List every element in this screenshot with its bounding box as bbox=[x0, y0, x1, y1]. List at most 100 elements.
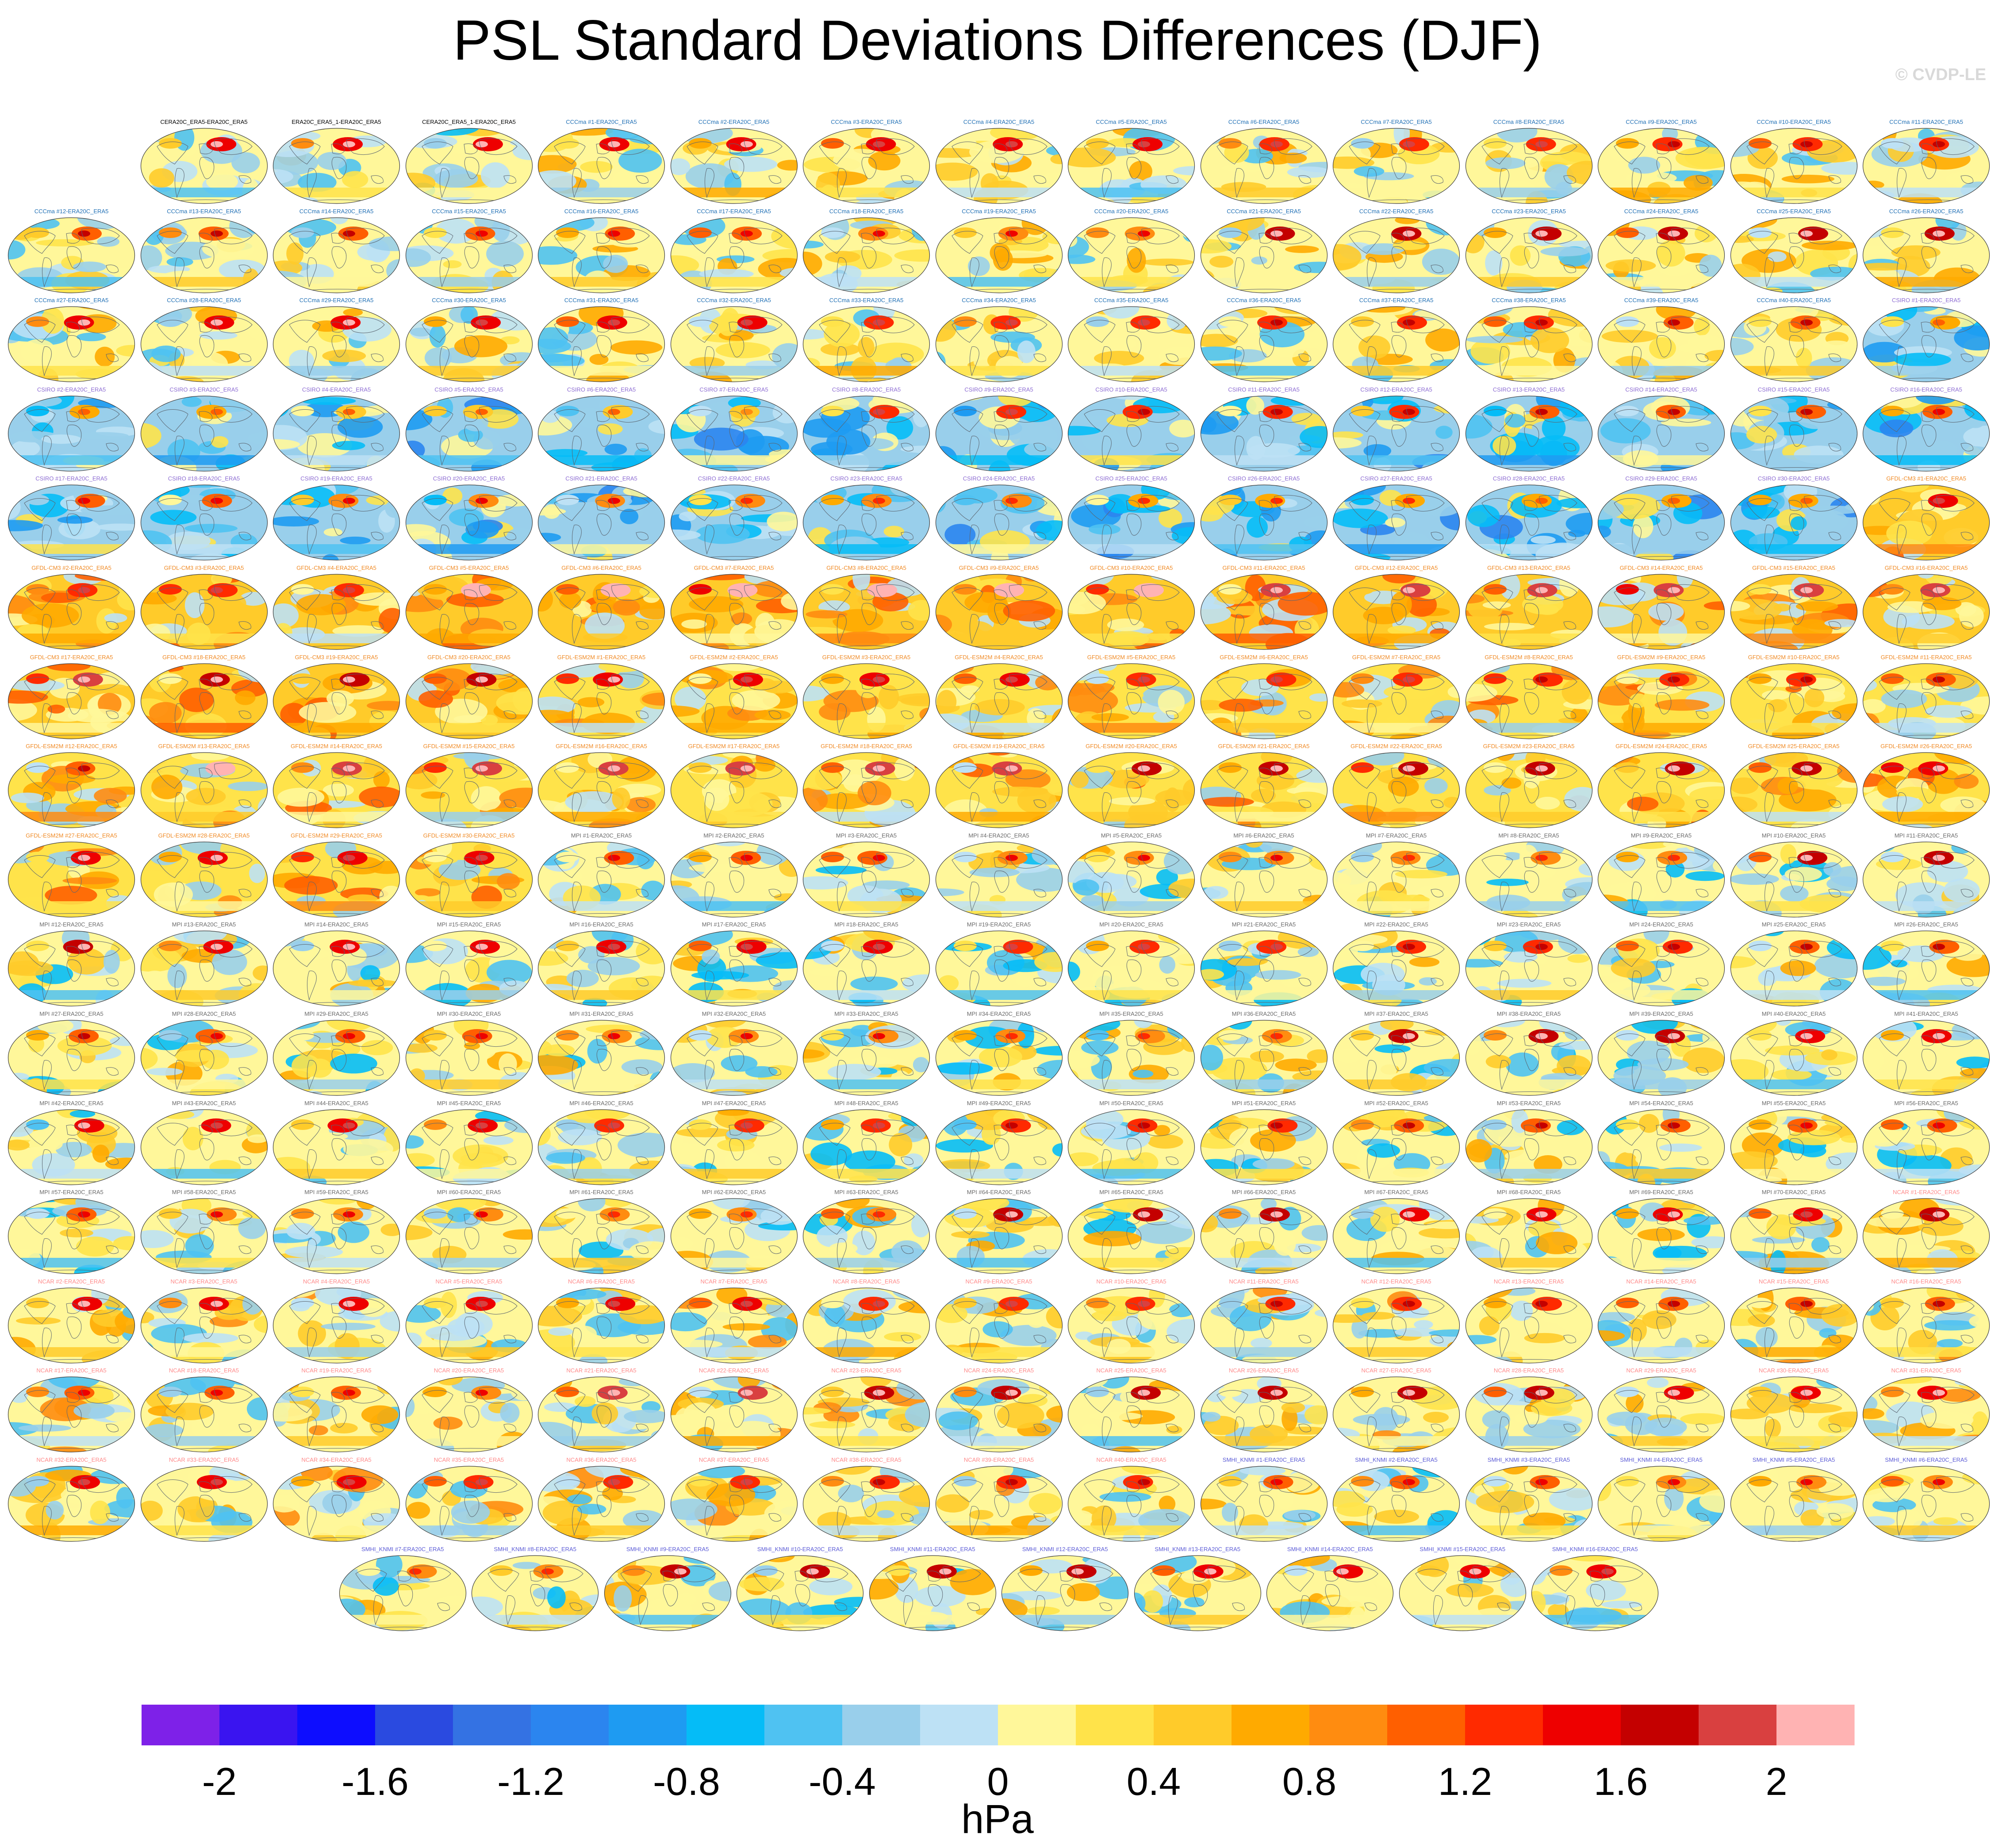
anomaly-patch bbox=[330, 217, 349, 224]
continent-outline bbox=[1366, 168, 1377, 198]
north-atlantic-anomaly bbox=[1748, 227, 1772, 238]
global-map bbox=[140, 306, 268, 382]
anomaly-patch bbox=[1068, 287, 1086, 293]
anomaly-patch bbox=[1068, 688, 1118, 714]
anomaly-patch bbox=[538, 696, 576, 715]
map-border bbox=[8, 396, 135, 472]
continent-outline bbox=[1258, 768, 1273, 779]
continent-outline bbox=[214, 227, 253, 244]
global-map bbox=[1067, 752, 1195, 828]
map-panel-label: CCCma #15-ERA20C_ERA5 bbox=[432, 207, 506, 215]
north-pacific-core bbox=[343, 944, 355, 950]
north-atlantic-anomaly bbox=[26, 584, 49, 595]
continent-outline bbox=[503, 799, 516, 808]
anomaly-patch bbox=[580, 161, 613, 173]
continent-outline bbox=[969, 346, 979, 377]
southern-ocean-band bbox=[8, 455, 135, 465]
continent-outline bbox=[463, 500, 478, 511]
continent-outline bbox=[1126, 411, 1140, 422]
map-panel: GFDL-ESM2M #7-ERA20C_ERA5 bbox=[1331, 654, 1461, 742]
north-pacific-anomaly bbox=[1798, 226, 1828, 241]
anomaly-patch bbox=[671, 158, 690, 175]
global-map bbox=[140, 841, 268, 918]
global-map bbox=[1597, 396, 1725, 472]
southern-ocean-band bbox=[671, 366, 797, 376]
continent-outline bbox=[1126, 589, 1140, 600]
continent-outline bbox=[901, 443, 913, 451]
north-pacific-core bbox=[740, 498, 753, 504]
north-pacific-core bbox=[1005, 230, 1018, 237]
continent-outline bbox=[1828, 710, 1841, 719]
anomaly-patch bbox=[1173, 166, 1195, 176]
global-map bbox=[140, 930, 268, 1007]
continent-outline bbox=[836, 525, 847, 555]
map-panel-label: MPI #14-ERA20C_ERA5 bbox=[304, 921, 368, 928]
continent-outline bbox=[1166, 710, 1178, 719]
southern-ocean-band bbox=[1068, 634, 1195, 643]
anomaly-patch bbox=[414, 397, 434, 407]
anomaly-patch bbox=[1068, 663, 1079, 678]
anomaly-patch bbox=[247, 431, 267, 445]
north-pacific-core bbox=[343, 319, 355, 326]
continent-outline bbox=[876, 138, 915, 155]
map-panel: GFDL-CM3 #20-ERA20C_ERA5 bbox=[404, 654, 534, 742]
anomaly-patch bbox=[1675, 146, 1725, 169]
north-pacific-core bbox=[343, 498, 355, 504]
continent-outline bbox=[503, 264, 516, 273]
map-border bbox=[1597, 396, 1725, 472]
anomaly-patch bbox=[73, 261, 106, 272]
anomaly-patch bbox=[671, 189, 688, 200]
north-pacific-core bbox=[1403, 408, 1415, 415]
anomaly-patch bbox=[214, 593, 246, 614]
anomaly-patch bbox=[1801, 240, 1857, 250]
anomaly-patch bbox=[1418, 494, 1460, 517]
anomaly-patch bbox=[1685, 871, 1725, 881]
anomaly-patch bbox=[767, 511, 797, 532]
southern-ocean-band bbox=[538, 722, 665, 733]
continent-outline bbox=[596, 143, 610, 154]
continent-outline bbox=[554, 409, 586, 432]
continent-outline bbox=[861, 232, 875, 244]
north-pacific-core bbox=[1535, 854, 1548, 861]
anomaly-patch bbox=[322, 350, 366, 362]
continent-outline bbox=[156, 231, 188, 254]
anomaly-patch bbox=[1171, 527, 1195, 545]
continent-outline bbox=[1298, 175, 1311, 184]
map-panel: CCCma #27-ERA20C_ERA5 bbox=[7, 297, 136, 384]
continent-outline bbox=[289, 498, 321, 522]
global-map bbox=[670, 574, 798, 650]
southern-ocean-band bbox=[1201, 901, 1327, 911]
continent-outline bbox=[572, 168, 582, 198]
continent-outline bbox=[238, 889, 251, 897]
map-panel-label: CCCma #37-ERA20C_ERA5 bbox=[1359, 297, 1434, 304]
north-atlantic-anomaly bbox=[1748, 138, 1772, 149]
map-panel: MPI #19-ERA20C_ERA5 bbox=[934, 921, 1064, 1009]
anomaly-patch bbox=[936, 912, 971, 917]
southern-ocean-band bbox=[141, 722, 267, 733]
southern-ocean-band bbox=[406, 544, 532, 554]
anomaly-patch bbox=[151, 775, 182, 799]
global-map bbox=[1332, 128, 1460, 204]
continent-outline bbox=[596, 870, 612, 893]
north-atlantic-anomaly bbox=[1086, 495, 1109, 506]
continent-outline bbox=[704, 614, 714, 644]
north-atlantic-anomaly bbox=[1483, 673, 1507, 684]
continent-outline bbox=[464, 603, 479, 625]
map-panel: CCCma #8-ERA20C_ERA5 bbox=[1464, 119, 1594, 206]
anomaly-patch bbox=[292, 1054, 321, 1078]
anomaly-patch bbox=[1071, 198, 1104, 204]
north-pacific-core bbox=[1403, 141, 1415, 147]
continent-outline bbox=[596, 424, 612, 447]
continent-outline bbox=[331, 424, 347, 447]
map-panel: MPI #18-ERA20C_ERA5 bbox=[802, 921, 931, 1009]
anomaly-patch bbox=[435, 218, 476, 244]
map-panel: CCCma #13-ERA20C_ERA5 bbox=[139, 208, 269, 296]
global-map bbox=[1465, 574, 1592, 650]
southern-ocean-band bbox=[538, 1080, 665, 1089]
continent-outline bbox=[1746, 766, 1778, 789]
anomaly-patch bbox=[506, 528, 532, 547]
continent-outline bbox=[156, 676, 188, 700]
southern-ocean-band bbox=[273, 722, 400, 733]
map-panel-label: MPI #12-ERA20C_ERA5 bbox=[39, 921, 104, 928]
map-border bbox=[140, 663, 268, 739]
